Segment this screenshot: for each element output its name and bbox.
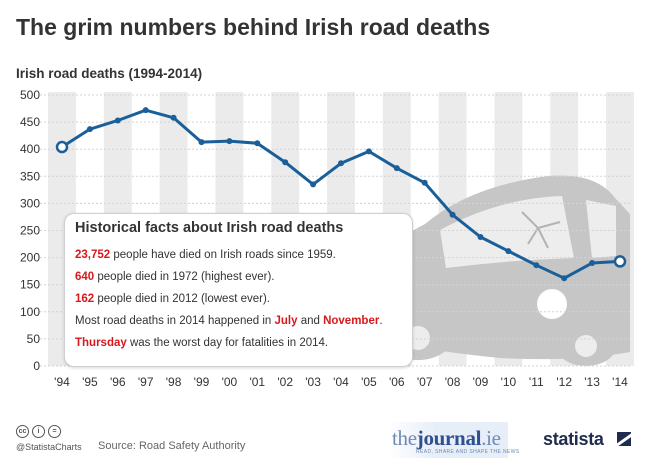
x-tick-label: '99: [194, 375, 210, 389]
fact-total-text: people have died on Irish roads since 19…: [110, 249, 336, 261]
data-point: [282, 159, 289, 166]
journal-tagline: READ, SHARE AND SHAPE THE NEWS: [416, 449, 520, 455]
crashed-car-illustration: [366, 175, 630, 366]
fact-total-number: 23,752: [75, 249, 111, 261]
y-tick-label: 350: [20, 169, 40, 183]
y-tick-label: 50: [27, 332, 41, 346]
y-tick-label: 300: [20, 196, 40, 210]
data-point: [226, 138, 233, 145]
data-point-endpoint: [55, 140, 69, 154]
x-tick-label: '94: [54, 375, 70, 389]
data-point: [561, 275, 568, 282]
data-point: [421, 179, 428, 186]
twitter-handle[interactable]: @StatistaCharts: [16, 442, 82, 452]
fact-day: Thursday was the worst day for fatalitie…: [75, 332, 402, 354]
x-tick-label: '09: [473, 375, 489, 389]
license-icons[interactable]: cc i =: [16, 425, 61, 438]
data-point: [142, 107, 149, 114]
fact-day-text: was the worst day for fatalities in 2014…: [126, 337, 329, 349]
data-point: [533, 262, 540, 269]
y-tick-label: 400: [20, 142, 40, 156]
x-tick-label: '00: [222, 375, 238, 389]
facts-panel: Historical facts about Irish road deaths…: [64, 213, 413, 367]
statista-logo[interactable]: statista: [543, 429, 604, 449]
fact-lowest-text: people died in 2012 (lowest ever).: [94, 293, 270, 305]
y-tick-label: 100: [20, 305, 40, 319]
statista-flag-icon: [617, 432, 631, 446]
data-point: [254, 140, 261, 147]
data-point: [170, 114, 177, 121]
x-tick-label: '95: [82, 375, 98, 389]
y-tick-label: 450: [20, 115, 40, 129]
y-tick-label: 200: [20, 251, 40, 265]
y-tick-label: 250: [20, 224, 40, 238]
x-tick-label: '13: [584, 375, 600, 389]
cc-icon: cc: [16, 425, 29, 438]
fact-months-post: .: [379, 315, 383, 327]
attribution-icon: i: [32, 425, 45, 438]
chart-subtitle: Irish road deaths (1994-2014): [16, 66, 203, 81]
facts-title: Historical facts about Irish road deaths: [75, 220, 344, 236]
footer: cc i = @StatistaCharts Source: Road Safe…: [0, 412, 650, 462]
fact-highest-number: 640: [75, 271, 95, 283]
fact-day-name: Thursday: [75, 337, 127, 349]
journal-logo-the: the: [392, 426, 417, 450]
x-tick-label: '01: [249, 375, 265, 389]
data-point: [589, 260, 596, 267]
data-point: [86, 126, 93, 133]
fact-months-mid: and: [297, 315, 324, 327]
fact-months-pre: Most road deaths in 2014 happened in: [75, 315, 275, 327]
x-tick-label: '07: [417, 375, 433, 389]
fact-total: 23,752 people have died on Irish roads s…: [75, 244, 402, 266]
fact-lowest: 162 people died in 2012 (lowest ever).: [75, 288, 402, 310]
x-tick-label: '97: [138, 375, 154, 389]
x-tick-label: '05: [361, 375, 377, 389]
x-tick-label: '14: [612, 375, 628, 389]
data-point: [338, 160, 344, 167]
x-tick-label: '02: [277, 375, 293, 389]
data-point: [310, 181, 317, 188]
data-point: [365, 148, 372, 155]
data-point: [393, 165, 400, 172]
fact-month-july: July: [274, 315, 298, 327]
fact-highest: 640 people died in 1972 (highest ever).: [75, 266, 402, 288]
y-tick-label: 500: [20, 88, 40, 102]
x-tick-label: '03: [305, 375, 321, 389]
source-note: Source: Road Safety Authority: [98, 440, 246, 452]
data-point: [114, 117, 121, 124]
x-tick-label: '10: [501, 375, 517, 389]
journal-logo-journal: journal: [416, 426, 482, 450]
journal-logo-ie: .ie: [481, 426, 501, 450]
x-tick-label: '04: [333, 375, 349, 389]
data-point: [198, 139, 205, 146]
y-tick-label: 150: [20, 278, 40, 292]
thejournal-logo[interactable]: thejournal.ie READ, SHARE AND SHAPE THE …: [392, 426, 520, 455]
x-tick-label: '11: [529, 375, 544, 389]
data-point: [449, 211, 456, 218]
chart-title: The grim numbers behind Irish road death…: [16, 14, 491, 40]
fact-months: Most road deaths in 2014 happened in Jul…: [75, 310, 402, 332]
noderivs-icon: =: [48, 425, 61, 438]
x-tick-label: '96: [110, 375, 126, 389]
journal-background: [388, 422, 508, 458]
fact-month-november: November: [323, 315, 380, 327]
x-tick-label: '08: [445, 375, 461, 389]
data-point: [477, 234, 484, 241]
x-tick-label: '06: [389, 375, 405, 389]
y-tick-label: 0: [33, 359, 40, 373]
x-tick-label: '12: [556, 375, 572, 389]
x-tick-label: '98: [166, 375, 182, 389]
fact-lowest-number: 162: [75, 293, 95, 305]
fact-highest-text: people died in 1972 (highest ever).: [94, 271, 275, 283]
data-point: [505, 248, 512, 255]
data-point-endpoint: [613, 255, 627, 268]
